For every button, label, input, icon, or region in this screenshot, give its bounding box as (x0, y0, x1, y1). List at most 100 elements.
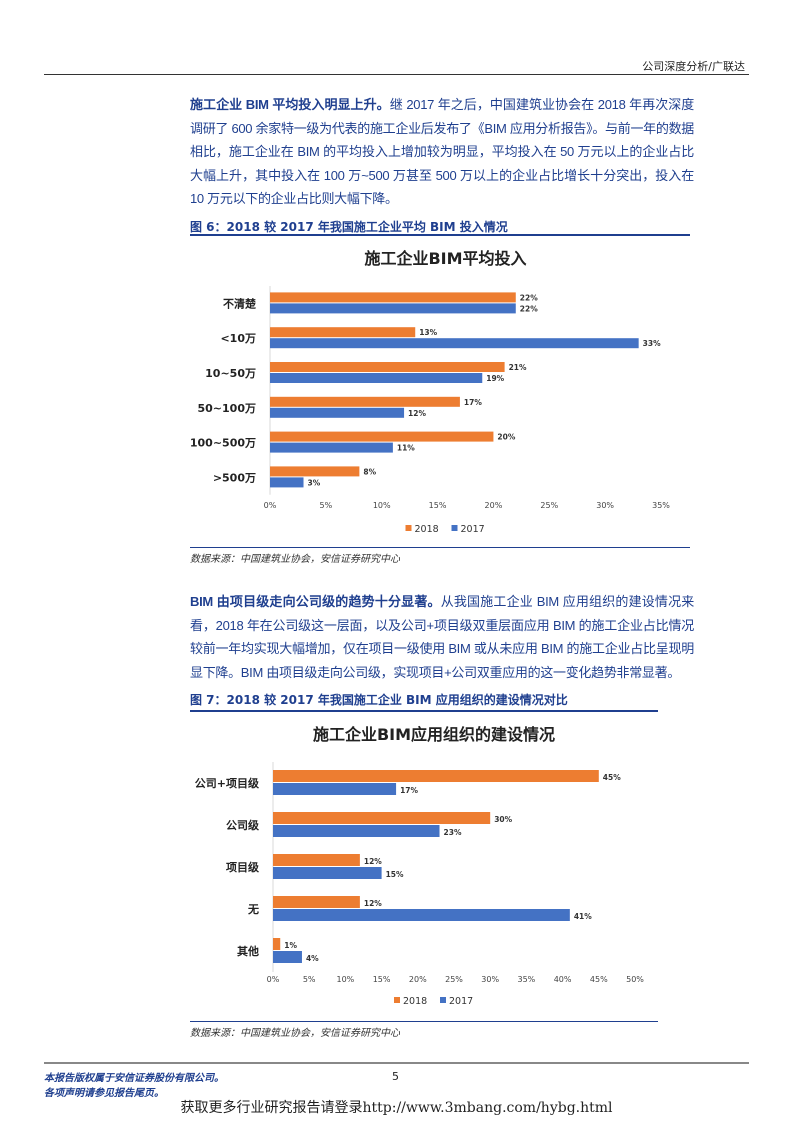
x-tick-label: 25% (445, 975, 463, 984)
x-tick-label: 20% (485, 501, 503, 510)
bar-2017 (273, 951, 302, 963)
promo-link[interactable]: 获取更多行业研究报告请登录http://www.3mbang.com/hybg.… (180, 1100, 613, 1116)
data-label: 8% (363, 467, 376, 476)
x-tick-label: 15% (373, 975, 391, 984)
figure-6-source: 数据来源：中国建筑业协会，安信证券研究中心 (190, 554, 400, 565)
bar-2017 (270, 303, 516, 314)
paragraph-lead: BIM 由项目级走向公司级的趋势十分显著。 (190, 594, 441, 609)
data-label: 21% (509, 363, 527, 372)
data-label: 4% (306, 954, 319, 963)
x-tick-label: 10% (337, 975, 355, 984)
legend-label: 2017 (461, 524, 485, 535)
category-label: 无 (247, 903, 259, 916)
bar-2018 (273, 938, 281, 950)
bar-2018 (270, 396, 460, 407)
data-label: 45% (603, 773, 621, 782)
category-label: >500万 (213, 471, 256, 484)
data-label: 30% (494, 815, 512, 824)
category-label: <10万 (220, 332, 256, 345)
x-tick-label: 0% (264, 501, 277, 510)
category-label: 其他 (237, 944, 259, 958)
paragraph-body: 从我国施工企业 BIM 应用组织的建设情况来看，2018 年在公司级这一层面，以… (190, 594, 694, 680)
header-text: 公司深度分析/广联达 (642, 60, 745, 73)
data-label: 15% (386, 870, 404, 879)
bar-2017 (273, 867, 382, 879)
figure-6-source-rule (190, 547, 690, 548)
chart-title: 施工企业BIM应用组织的建设情况 (313, 725, 555, 744)
data-label: 12% (408, 409, 426, 418)
bar-2018 (273, 812, 491, 824)
x-tick-label: 35% (518, 975, 536, 984)
x-tick-label: 35% (652, 501, 670, 510)
bar-2018 (270, 292, 516, 303)
section-bim-organization: BIM 由项目级走向公司级的趋势十分显著。从我国施工企业 BIM 应用组织的建设… (190, 590, 694, 708)
x-tick-label: 45% (590, 975, 608, 984)
page-number: 5 (392, 1070, 399, 1083)
x-tick-label: 15% (429, 501, 447, 510)
footer-copyright: 本报告版权属于安信证券股份有限公司。 (44, 1073, 224, 1084)
x-tick-label: 0% (267, 975, 280, 984)
x-tick-label: 25% (540, 501, 558, 510)
category-label: 50~100万 (198, 402, 257, 415)
bar-2017 (270, 373, 483, 383)
figure-6-caption: 图 6：2018 较 2017 年我国施工企业平均 BIM 投入情况 (190, 219, 508, 234)
legend-label: 2018 (415, 524, 439, 535)
bar-2018 (273, 854, 360, 866)
category-label: 公司+项目级 (195, 776, 260, 790)
legend-swatch-2018 (405, 525, 412, 531)
legend-label: 2017 (449, 996, 473, 1007)
bar-2018 (270, 362, 505, 372)
figure-6-rule (190, 234, 690, 236)
bar-2018 (270, 327, 416, 338)
category-label: 100~500万 (190, 437, 256, 450)
figure-7-caption: 图 7：2018 较 2017 年我国施工企业 BIM 应用组织的建设情况对比 (190, 693, 568, 707)
data-label: 22% (520, 293, 538, 302)
figure-7-source: 数据来源：中国建筑业协会，安信证券研究中心 (190, 1028, 400, 1039)
section-bim-investment: 施工企业 BIM 平均投入明显上升。继 2017 年之后，中国建筑业协会在 20… (190, 93, 694, 235)
x-tick-label: 30% (596, 501, 614, 510)
x-tick-label: 5% (320, 501, 333, 510)
legend-swatch-2017 (440, 997, 446, 1003)
data-label: 20% (497, 433, 515, 442)
data-label: 17% (400, 786, 418, 795)
data-label: 3% (308, 478, 321, 487)
data-label: 12% (364, 857, 382, 866)
bar-2018 (270, 466, 360, 477)
bar-2018 (270, 431, 494, 442)
x-tick-label: 5% (303, 975, 316, 984)
paragraph-lead: 施工企业 BIM 平均投入明显上升。 (190, 97, 390, 112)
bar-2018 (273, 896, 360, 908)
paragraph-bim-organization: BIM 由项目级走向公司级的趋势十分显著。从我国施工企业 BIM 应用组织的建设… (190, 590, 694, 684)
x-tick-label: 40% (554, 975, 572, 984)
data-label: 13% (419, 328, 437, 337)
bar-2017 (270, 407, 405, 418)
bar-2017 (273, 909, 570, 921)
data-label: 11% (397, 444, 415, 453)
bar-2017 (270, 477, 304, 488)
legend-swatch-2017 (451, 525, 458, 531)
figure-7-rule (190, 710, 658, 712)
category-label: 项目级 (226, 860, 260, 874)
data-label: 23% (444, 828, 462, 837)
x-tick-label: 30% (481, 975, 499, 984)
data-label: 41% (574, 912, 592, 921)
legend-label: 2018 (403, 996, 427, 1007)
data-label: 1% (284, 941, 297, 950)
footer-disclaimer: 各项声明请参见报告尾页。 (44, 1088, 164, 1099)
category-label: 不清楚 (223, 296, 257, 310)
bar-2017 (273, 825, 440, 837)
bar-2017 (270, 442, 393, 453)
data-label: 12% (364, 899, 382, 908)
figure-7-source-rule (190, 1021, 658, 1022)
category-label: 10~50万 (205, 367, 256, 380)
category-label: 公司级 (226, 818, 260, 832)
bar-2017 (270, 338, 639, 349)
bar-2018 (273, 770, 599, 782)
x-tick-label: 10% (373, 501, 391, 510)
bar-2017 (273, 783, 397, 795)
header-divider (44, 74, 749, 75)
chart-title: 施工企业BIM平均投入 (364, 249, 526, 268)
paragraph-bim-investment: 施工企业 BIM 平均投入明显上升。继 2017 年之后，中国建筑业协会在 20… (190, 93, 694, 211)
paragraph-body: 继 2017 年之后，中国建筑业协会在 2018 年再次深度调研了 600 余家… (190, 97, 695, 206)
